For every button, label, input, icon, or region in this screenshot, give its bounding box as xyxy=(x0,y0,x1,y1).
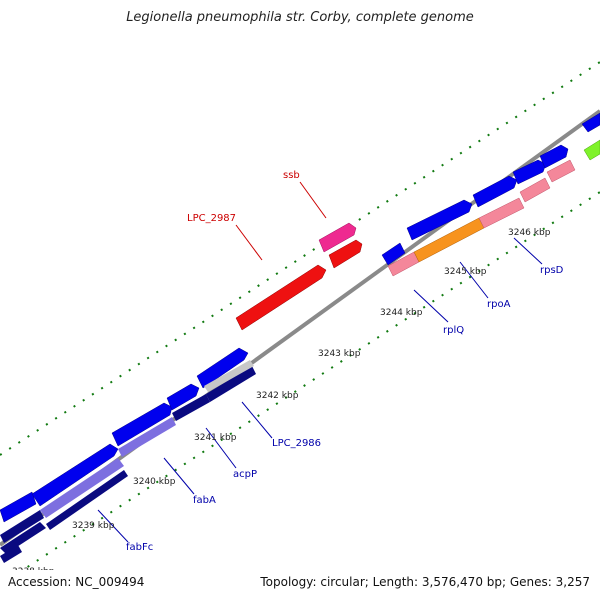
reverse-track xyxy=(0,360,256,563)
gene-label-rpoA: rpoA xyxy=(487,299,511,310)
gene-label-lpc2987: LPC_2987 xyxy=(187,213,236,224)
cds-feature[interactable] xyxy=(472,175,518,208)
cds-feature[interactable] xyxy=(0,491,37,523)
rev-feature[interactable] xyxy=(0,522,46,554)
acpP-feature[interactable] xyxy=(118,417,176,457)
rev-feature[interactable] xyxy=(46,470,128,530)
cds-feature[interactable] xyxy=(381,242,406,266)
gene-labels: ssb LPC_2987 rplQ rpoA rpsD LPC_2986 acp… xyxy=(126,170,564,553)
accession-label: Accession: NC_009494 xyxy=(8,575,145,589)
cds-feature[interactable] xyxy=(581,112,600,133)
genome-summary: Topology: circular; Length: 3,576,470 bp… xyxy=(260,575,590,589)
tick-label: 3244 kbp xyxy=(380,308,423,318)
forward-rna-track xyxy=(387,159,576,277)
tick-label: 3245 kbp xyxy=(444,267,487,277)
cds-feature[interactable] xyxy=(512,159,547,185)
rev-feature[interactable] xyxy=(172,394,210,421)
tick-labels: 3238 kbp 3239 kbp 3240 kbp 3241 kbp 3242… xyxy=(12,228,551,577)
ssb-feature[interactable] xyxy=(318,222,357,253)
gene-label-rpsD: rpsD xyxy=(540,265,564,276)
gene-label-fabA: fabA xyxy=(193,495,216,506)
cds-feature[interactable] xyxy=(166,383,200,411)
cds-feature[interactable] xyxy=(111,402,173,447)
forward-cds-track xyxy=(0,112,600,523)
cds-feature[interactable] xyxy=(196,347,249,389)
lpc2987-feature[interactable] xyxy=(235,264,327,331)
outer-tick-line xyxy=(0,61,600,456)
rna-feature[interactable] xyxy=(519,177,551,203)
rev-feature[interactable] xyxy=(0,510,44,543)
tick-label: 3241 kbp xyxy=(194,433,237,443)
lpc2986-feature[interactable] xyxy=(206,366,256,402)
tick-label: 3239 kbp xyxy=(72,521,115,531)
tick-label: 3240 kbp xyxy=(133,477,176,487)
label-leaders xyxy=(97,181,543,543)
cds-feature-lime[interactable] xyxy=(583,139,600,161)
gene-label-fabFc: fabFc xyxy=(126,542,153,553)
map-title: Legionella pneumophila str. Corby, compl… xyxy=(126,10,474,25)
rev-feature-gray[interactable] xyxy=(204,360,254,392)
fabA-feature[interactable] xyxy=(40,458,124,518)
tick-label: 3242 kbp xyxy=(256,391,299,401)
ssb-track xyxy=(235,222,363,331)
tick-label: 3243 kbp xyxy=(318,349,361,359)
cds-feature[interactable] xyxy=(539,144,569,169)
gene-label-acpP: acpP xyxy=(233,469,257,480)
rpsD-feature[interactable] xyxy=(478,197,525,229)
cds-feature[interactable] xyxy=(31,443,119,507)
ssb-feature-lower[interactable] xyxy=(328,239,363,269)
tick-label: 3238 kbp xyxy=(12,567,55,577)
cds-feature[interactable] xyxy=(406,199,473,241)
gene-label-ssb: ssb xyxy=(283,170,300,181)
gene-label-lpc2986: LPC_2986 xyxy=(272,438,321,449)
gene-label-rplQ: rplQ xyxy=(443,325,464,336)
rev-feature[interactable] xyxy=(0,545,22,563)
rna-feature[interactable] xyxy=(546,159,576,183)
tick-label: 3246 kbp xyxy=(508,228,551,238)
